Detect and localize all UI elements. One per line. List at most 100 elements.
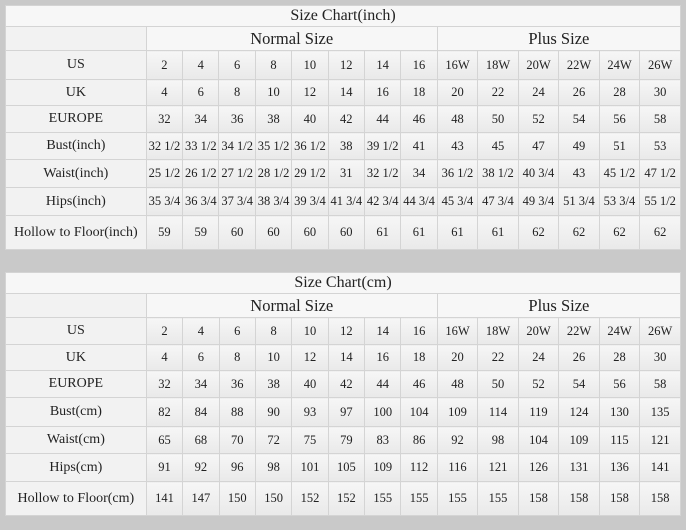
- table-cell: 20: [436, 79, 479, 106]
- table-cell: 36: [218, 105, 256, 133]
- table-cell: 10: [291, 50, 329, 80]
- table-cell: 6: [218, 317, 256, 345]
- table-cell: 8: [254, 50, 293, 80]
- table-cell: 38: [327, 132, 365, 160]
- table-cell: 32 1/2: [363, 159, 402, 188]
- table-cell: 22W: [558, 50, 600, 80]
- row-label: UK: [5, 344, 147, 371]
- table-cell: 49 3/4: [517, 187, 560, 216]
- row-label: US: [5, 317, 147, 345]
- table-cell: 86: [400, 426, 438, 454]
- table-cell: 14: [363, 317, 402, 345]
- table-cell: 4: [145, 344, 184, 371]
- table-cell: 135: [639, 397, 681, 427]
- row-label: EUROPE: [5, 105, 147, 133]
- table-cell: 56: [598, 105, 641, 133]
- table-cell: 97: [327, 397, 366, 427]
- table-cell: 75: [291, 426, 329, 454]
- table-cell: 16: [363, 79, 402, 106]
- table-cell: 40 3/4: [517, 159, 560, 188]
- table-cell: 34: [182, 105, 220, 133]
- table-cell: 30: [639, 79, 681, 106]
- table-cell: 2: [145, 50, 184, 80]
- table-cell: 36 1/2: [436, 159, 479, 188]
- table-cell: 42: [327, 105, 365, 133]
- table-cell: 47 1/2: [639, 159, 681, 188]
- table-cell: 27 1/2: [218, 159, 256, 188]
- table-row: Waist(cm) 65 68 70 72 75 79 83 86 92 98 104 109 115 12…: [5, 426, 681, 454]
- table-cell: 44: [363, 105, 402, 133]
- table-cell: 84: [182, 397, 220, 427]
- table-cell: 41 3/4: [327, 187, 365, 216]
- row-label: US: [5, 50, 147, 80]
- table-cell: 10: [254, 79, 293, 106]
- table-cell: 33 1/2: [182, 132, 220, 160]
- table-cell: 35 3/4: [145, 187, 184, 216]
- table-cell: 114: [477, 397, 519, 427]
- table-row: Hips(inch) 35 3/4 36 3/4 37 3/4 38 3/4 39 3/4…: [5, 187, 681, 216]
- table-cell: 115: [598, 426, 641, 454]
- table-cell: 98: [477, 426, 519, 454]
- table-cell: 52: [517, 105, 560, 133]
- table-cell: 54: [558, 370, 600, 398]
- table-cell: 91: [145, 453, 184, 482]
- table-cell: 45 3/4: [436, 187, 479, 216]
- table-cell: 104: [400, 397, 438, 427]
- table-cell: 93: [291, 397, 329, 427]
- title-row: Size Chart(inch): [5, 5, 681, 27]
- table-cell: 36 3/4: [182, 187, 220, 216]
- table-cell: 83: [363, 426, 402, 454]
- table-cell: 38: [254, 105, 293, 133]
- group-header-normal: Normal Size: [145, 26, 438, 51]
- table-cell: 49: [558, 132, 600, 160]
- table-cell: 96: [218, 453, 256, 482]
- table-cell: 24: [517, 79, 560, 106]
- table-cell: 47: [517, 132, 560, 160]
- table-cell: 6: [182, 344, 220, 371]
- table-cell: 109: [436, 397, 479, 427]
- table-cell: 34: [400, 159, 438, 188]
- table-cell: 22W: [558, 317, 600, 345]
- table-cell: 109: [558, 426, 600, 454]
- table-cell: 44 3/4: [400, 187, 438, 216]
- size-chart-cm: Size Chart(cm) Normal Size Plus Size US 2 4 6 8…: [5, 272, 682, 516]
- table-cell: 124: [558, 397, 600, 427]
- table-cell: 46: [400, 105, 438, 133]
- table-row: Hips(cm) 91 92 96 98 101 105 109 112 116 121 126 131…: [5, 453, 681, 482]
- table-cell: 155: [363, 481, 402, 516]
- table-cell: 12: [291, 79, 329, 106]
- table-cell: 45: [477, 132, 519, 160]
- table-cell: 70: [218, 426, 256, 454]
- table-cell: 37 3/4: [218, 187, 256, 216]
- table-cell: 61: [477, 215, 519, 250]
- table-cell: 72: [254, 426, 293, 454]
- row-label: EUROPE: [5, 370, 147, 398]
- row-label: Hollow to Floor(cm): [5, 481, 147, 516]
- table-cell: 31: [327, 159, 365, 188]
- table-cell: 121: [477, 453, 519, 482]
- table-cell: 51: [598, 132, 641, 160]
- table-cell: 62: [558, 215, 600, 250]
- table-cell: 35 1/2: [254, 132, 293, 160]
- row-label: Hollow to Floor(inch): [5, 215, 147, 250]
- table-cell: 48: [436, 370, 479, 398]
- table-cell: 155: [436, 481, 479, 516]
- table-cell: 41: [400, 132, 438, 160]
- table-cell: 16W: [436, 317, 479, 345]
- table-cell: 32 1/2: [145, 132, 184, 160]
- table-cell: 18W: [477, 317, 519, 345]
- row-label: Hips(cm): [5, 453, 147, 482]
- table-cell: 18W: [477, 50, 519, 80]
- group-header-normal: Normal Size: [145, 293, 438, 318]
- table-cell: 158: [639, 481, 681, 516]
- table-cell: 12: [327, 50, 365, 80]
- table-cell: 136: [598, 453, 641, 482]
- table-cell: 62: [517, 215, 560, 250]
- table-cell: 62: [639, 215, 681, 250]
- chart-title: Size Chart(cm): [5, 272, 681, 294]
- blank-cell: [5, 293, 147, 318]
- table-cell: 29 1/2: [291, 159, 329, 188]
- table-cell: 155: [400, 481, 438, 516]
- table-cell: 158: [598, 481, 641, 516]
- table-cell: 39 1/2: [363, 132, 402, 160]
